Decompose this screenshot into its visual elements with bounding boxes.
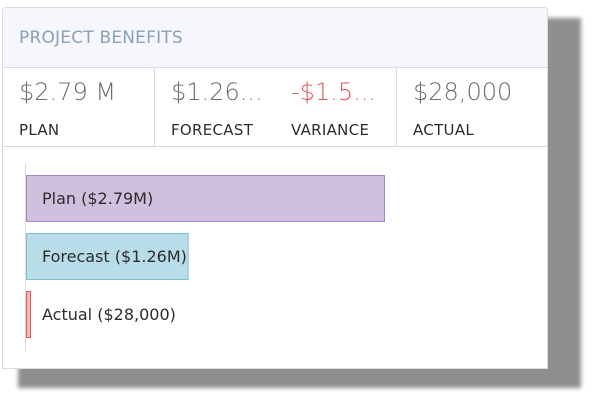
forecast-label: FORECAST	[171, 121, 254, 139]
bar-label-actual: Actual ($28,000)	[42, 305, 176, 324]
plan-value: $2.79 M	[19, 78, 117, 106]
bar-label-forecast: Forecast ($1.26M)	[42, 247, 187, 266]
project-benefits-panel: PROJECT BENEFITS $2.79 M PLAN $1.26... F…	[2, 7, 548, 369]
variance-label: VARIANCE	[291, 121, 370, 139]
stats-row: $2.79 M PLAN $1.26... FORECAST -$1.5... …	[3, 68, 547, 147]
variance-value: -$1.5...	[291, 78, 376, 106]
bar-actual[interactable]	[26, 291, 31, 338]
bar-plan[interactable]	[26, 175, 385, 222]
stat-actual: $28,000 ACTUAL	[397, 68, 547, 146]
benefits-bar-chart: Plan ($2.79M) Forecast ($1.26M) Actual ($2…	[25, 163, 385, 352]
forecast-value: $1.26...	[171, 78, 263, 106]
panel-title: PROJECT BENEFITS	[19, 27, 183, 48]
stat-plan: $2.79 M PLAN	[3, 68, 155, 146]
actual-value: $28,000	[413, 78, 513, 106]
bar-label-plan: Plan ($2.79M)	[42, 189, 153, 208]
bar-forecast[interactable]	[26, 233, 189, 280]
actual-label: ACTUAL	[413, 121, 475, 139]
panel-header: PROJECT BENEFITS	[3, 8, 547, 68]
plan-label: PLAN	[19, 121, 60, 139]
stat-forecast-variance: $1.26... FORECAST -$1.5... VARIANCE	[155, 68, 397, 146]
